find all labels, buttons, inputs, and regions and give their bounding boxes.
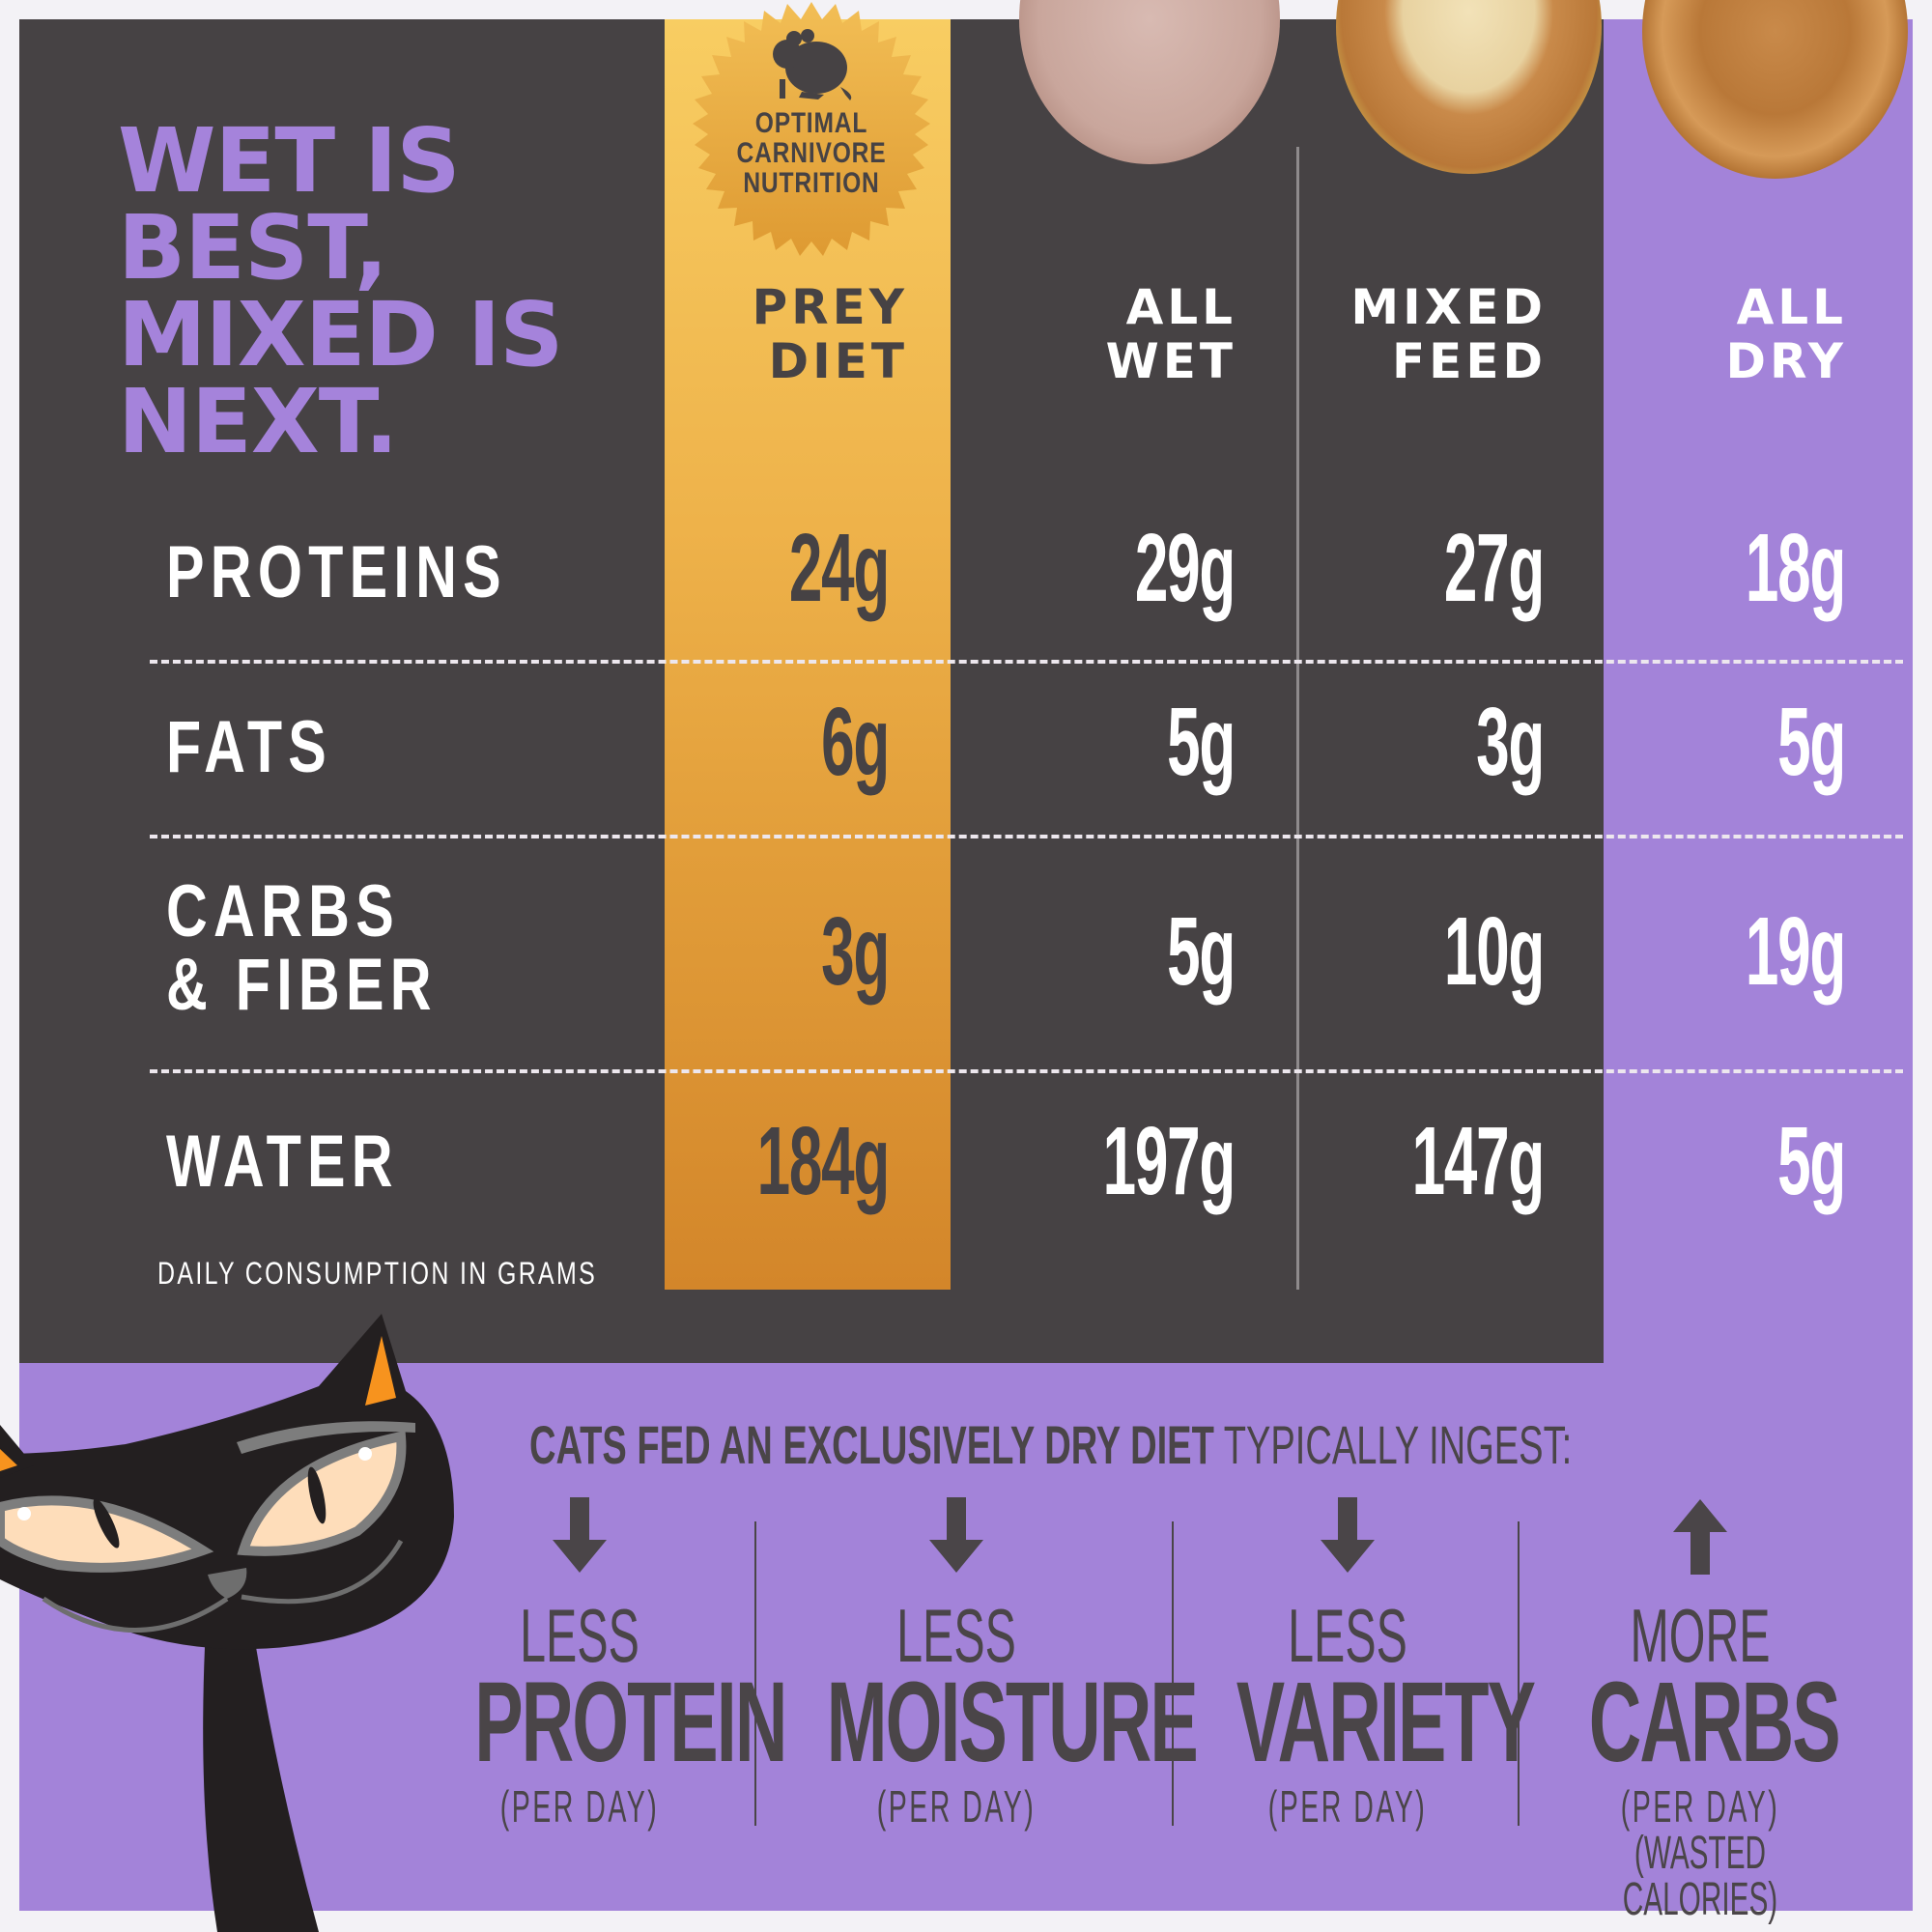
value-cell: 18g <box>1745 514 1846 622</box>
column-header-prey-diet: PREY DIET <box>665 280 908 388</box>
header-line: DIET <box>768 333 908 389</box>
row-divider <box>150 660 1903 664</box>
header-line: MIXED <box>1350 279 1547 335</box>
value-cell: 24g <box>788 514 890 622</box>
row-label-text: WATER <box>166 1121 399 1203</box>
all-dry-column-bg <box>1604 19 1913 1363</box>
stat-note: (PER DAY) <box>876 1781 1037 1832</box>
row-label-carbs-fiber: CARBS & FIBER <box>166 875 438 1022</box>
value-cell: 147g <box>1411 1107 1546 1215</box>
stat-more-carbs: MORE CARBS (PER DAY) (WASTED CALORIES) <box>1526 1497 1874 1923</box>
black-cat-illustration <box>0 1314 454 1932</box>
arrow-down-icon <box>553 1497 607 1573</box>
stat-small: LESS <box>520 1593 639 1678</box>
seal-text-line: NUTRITION <box>743 167 880 199</box>
title-line: NEXT. <box>118 370 399 473</box>
column-header-mixed-feed: MIXED FEED <box>1299 280 1547 388</box>
stat-small: MORE <box>1630 1593 1771 1678</box>
seal-text: OPTIMAL CARNIVORE NUTRITION <box>704 108 918 198</box>
value-cell: 29g <box>1134 514 1236 622</box>
stat-big: PROTEIN <box>474 1659 787 1786</box>
stat-less-protein: LESS PROTEIN (PER DAY) <box>415 1497 787 1832</box>
header-line: FEED <box>1392 333 1547 389</box>
header-line: ALL <box>1125 279 1236 335</box>
stat-note: (PER DAY) <box>1620 1781 1780 1832</box>
value-cell: 5g <box>1777 1107 1846 1215</box>
optimal-nutrition-seal-icon <box>693 2 930 256</box>
value-cell: 5g <box>1167 688 1236 796</box>
row-label-proteins: PROTEINS <box>166 536 507 610</box>
stat-small: LESS <box>896 1593 1016 1678</box>
value-cell: 5g <box>1777 688 1846 796</box>
column-header-all-dry: ALL DRY <box>1604 280 1847 388</box>
page-title: WET IS BEST, MIXED IS NEXT. <box>118 109 659 473</box>
stat-note: (PER DAY) <box>1267 1781 1428 1832</box>
row-label-text: & FIBER <box>166 944 438 1026</box>
row-label-text: CARBS <box>166 870 400 952</box>
value-cell: 5g <box>1167 897 1236 1006</box>
seal-text-line: CARNIVORE <box>736 137 887 169</box>
header-line: WET <box>1105 333 1236 389</box>
row-label-fats: FATS <box>166 711 332 784</box>
value-cell: 184g <box>756 1107 891 1215</box>
stat-big: CARBS <box>1588 1659 1841 1786</box>
stat-less-variety: LESS VARIETY (PER DAY) <box>1174 1497 1536 1832</box>
stat-big: VARIETY <box>1236 1659 1536 1786</box>
stat-big: MOISTURE <box>826 1659 1199 1786</box>
arrow-up-icon <box>1673 1499 1727 1575</box>
value-cell: 27g <box>1443 514 1545 622</box>
row-divider <box>150 1069 1903 1073</box>
seal-text-line: OPTIMAL <box>754 107 868 139</box>
arrow-down-icon <box>1321 1497 1375 1573</box>
dry-diet-heading: CATS FED AN EXCLUSIVELY DRY DIET TYPICAL… <box>529 1414 1572 1476</box>
stat-divider <box>1172 1521 1174 1826</box>
header-line: ALL <box>1736 279 1847 335</box>
stat-less-moisture: LESS MOISTURE (PER DAY) <box>753 1497 1199 1832</box>
value-cell: 3g <box>1476 688 1545 796</box>
header-line: PREY <box>752 279 908 335</box>
header-line: DRY <box>1725 333 1847 389</box>
value-cell: 6g <box>821 688 890 796</box>
stat-divider <box>1518 1521 1520 1826</box>
column-header-all-wet: ALL WET <box>966 280 1236 388</box>
heading-regular: TYPICALLY INGEST: <box>1213 1414 1573 1475</box>
title-line: MIXED IS <box>118 283 563 386</box>
value-cell: 19g <box>1745 897 1846 1006</box>
footnote: DAILY CONSUMPTION IN GRAMS <box>157 1256 598 1291</box>
title-line: WET IS <box>118 109 461 213</box>
arrow-down-icon <box>929 1497 983 1573</box>
stat-note: (PER DAY) <box>499 1781 660 1832</box>
row-divider <box>150 835 1903 838</box>
heading-bold: CATS FED AN EXCLUSIVELY DRY DIET <box>529 1414 1214 1475</box>
column-divider <box>1296 147 1299 1290</box>
row-label-water: WATER <box>166 1125 399 1199</box>
value-cell: 10g <box>1443 897 1545 1006</box>
row-label-text: FATS <box>166 706 333 788</box>
mouse-icon <box>773 29 852 100</box>
stat-small: LESS <box>1288 1593 1407 1678</box>
value-cell: 197g <box>1102 1107 1236 1215</box>
title-line: BEST, <box>118 196 388 299</box>
stat-note-secondary: (WASTED CALORIES) <box>1622 1828 1778 1925</box>
value-cell: 3g <box>821 897 890 1006</box>
stat-divider <box>754 1521 756 1826</box>
row-label-text: PROTEINS <box>166 531 507 613</box>
